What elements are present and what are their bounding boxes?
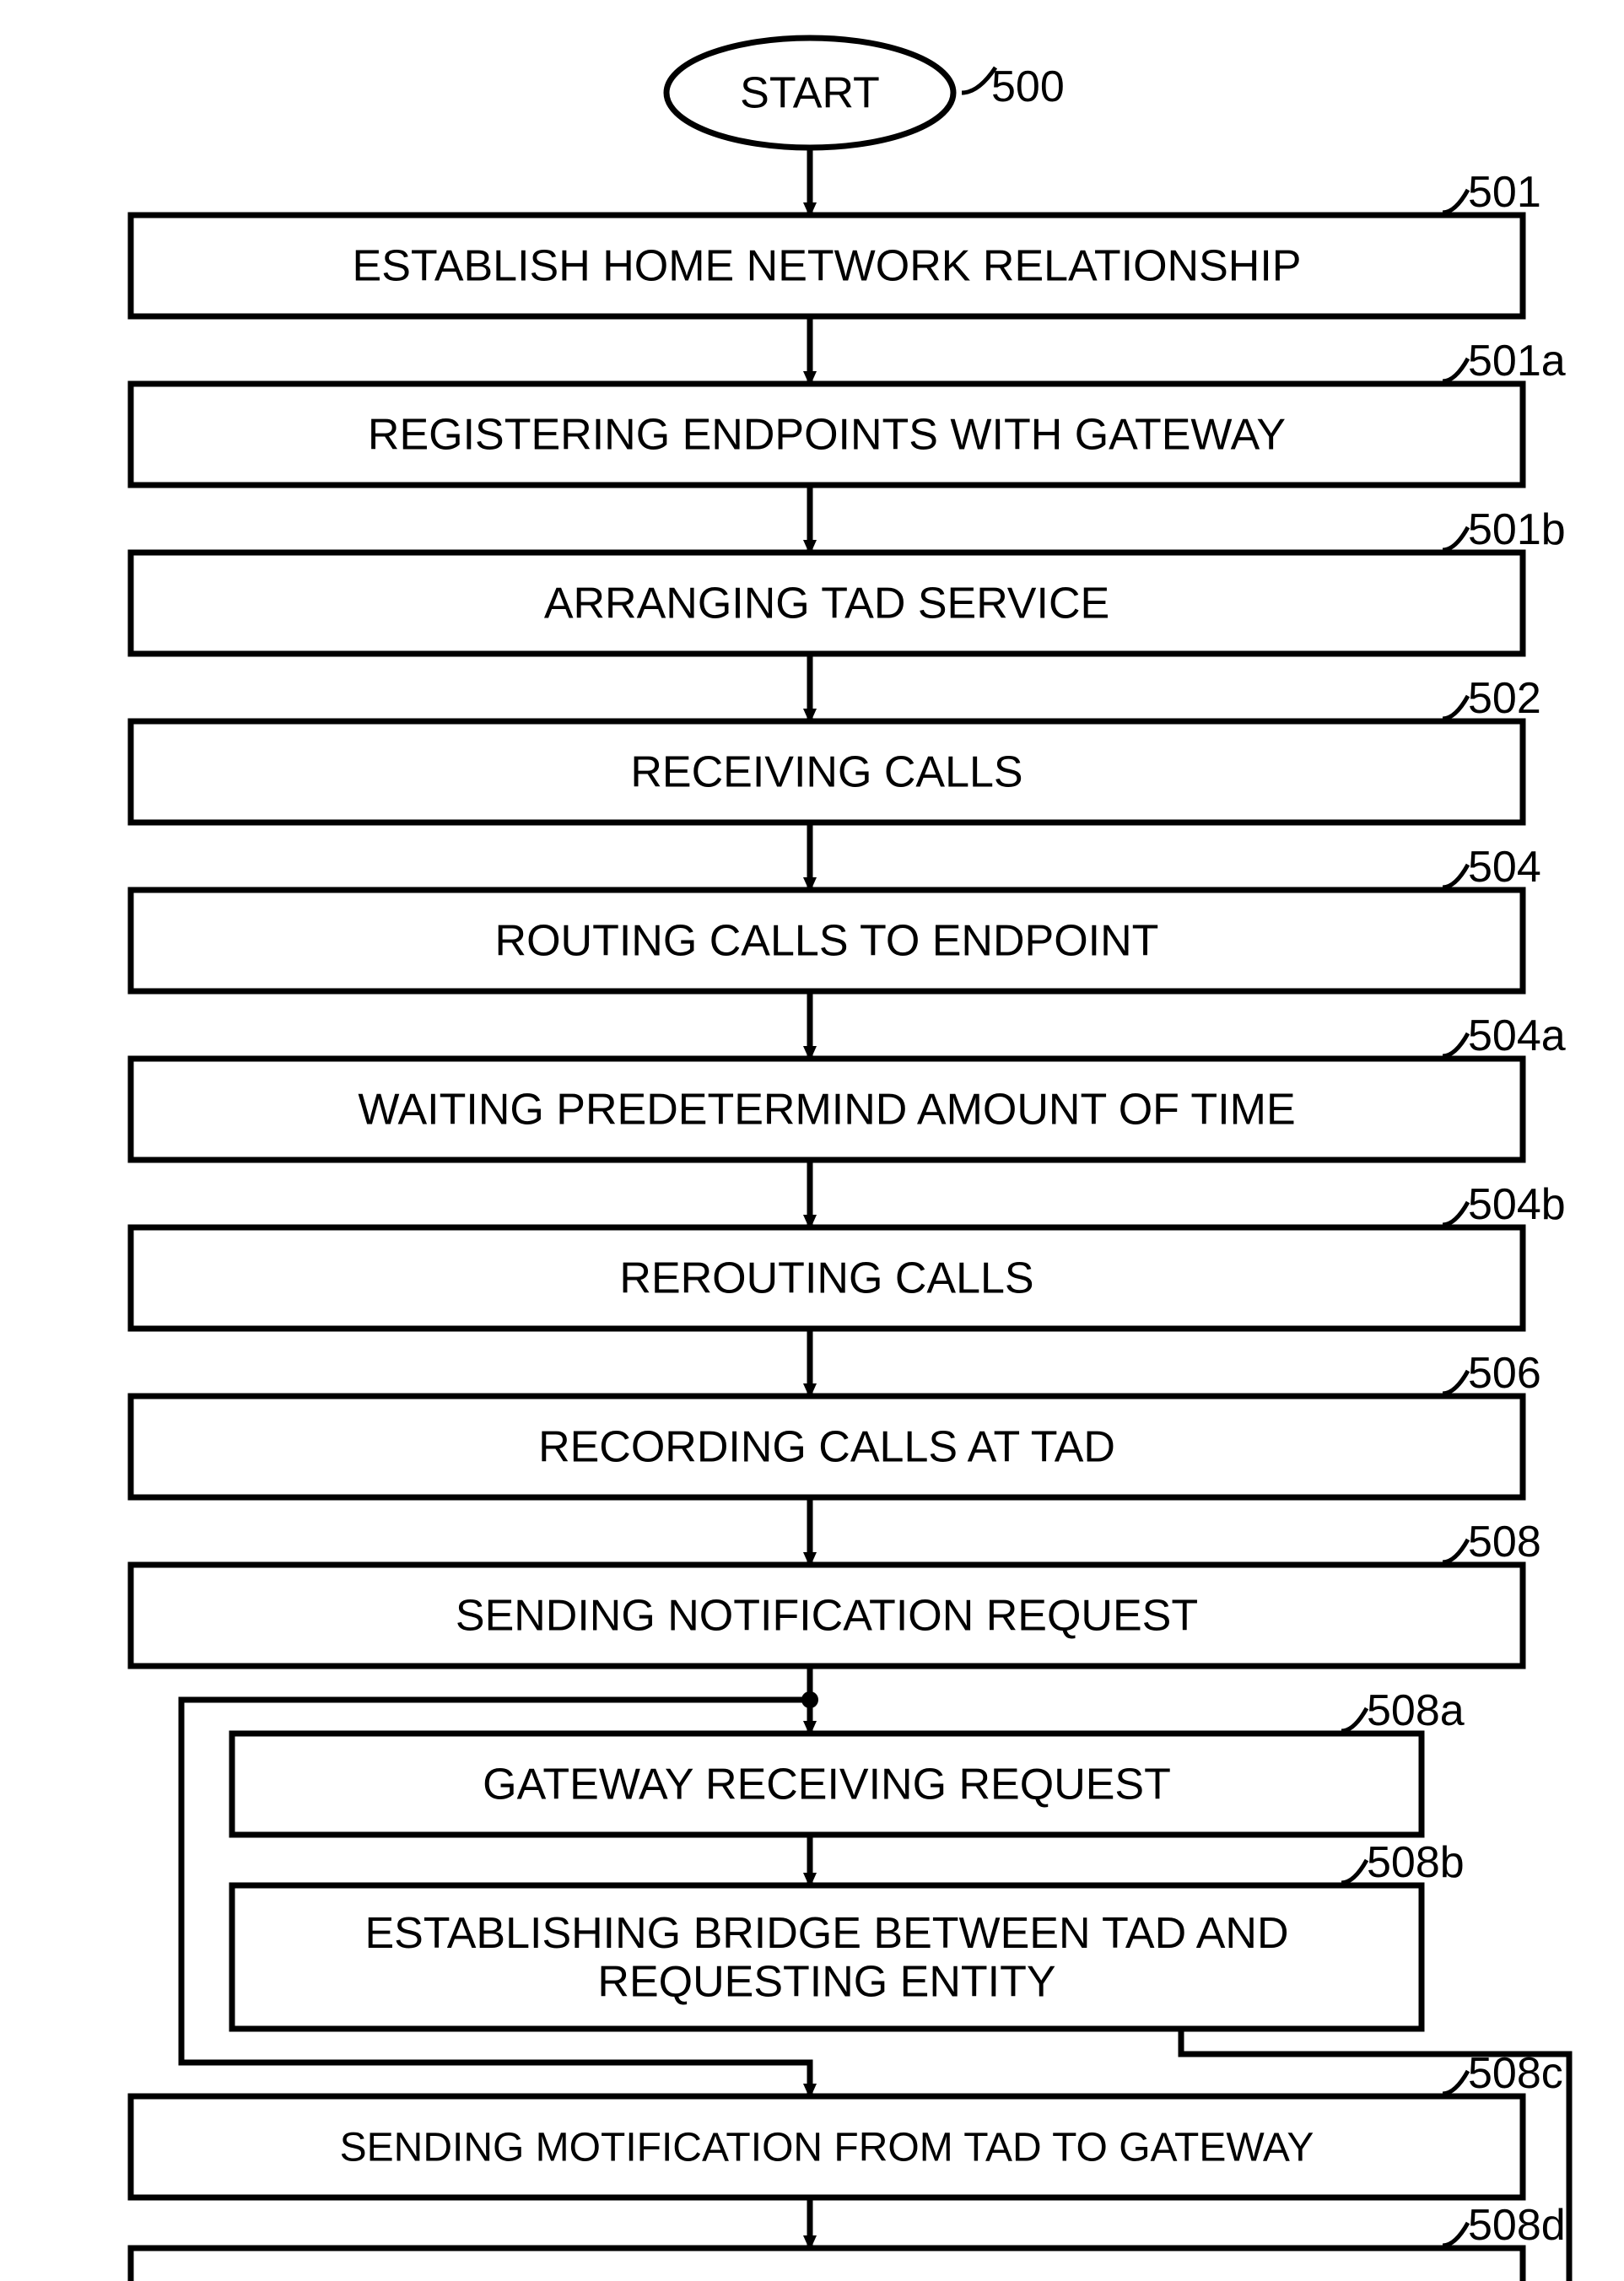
flow-step-text: REQUESTING ENTITY	[597, 1957, 1055, 2006]
flow-step-text: RECORDING CALLS AT TAD	[538, 1423, 1115, 1472]
flow-step-text: ESTABLISH HOME NETWORK RELATIONSHIP	[353, 242, 1302, 291]
ref-label: 508d	[1468, 2201, 1566, 2250]
ref-label: 508a	[1367, 1686, 1465, 1735]
ref-label: 508	[1468, 1518, 1541, 1567]
flowchart: START 500 ESTABLISH HOME NETWORK RELATIONS…	[0, 0, 1624, 2281]
ref-label: 508b	[1367, 1838, 1465, 1887]
ref-label: 504b	[1468, 1180, 1566, 1229]
ref-label: 504a	[1468, 1011, 1566, 1060]
ref-label: 500	[991, 62, 1065, 111]
start-text: START	[740, 69, 880, 118]
flow-step-text: ARRANGING TAD SERVICE	[544, 580, 1109, 628]
ref-label: 501b	[1468, 505, 1566, 554]
flow-step-text: ESTABLISHING BRIDGE BETWEEN TAD AND	[364, 1909, 1288, 1958]
flow-step-text: WAITING PREDETERMIND AMOUNT OF TIME	[358, 1086, 1295, 1135]
ref-label: 502	[1468, 674, 1541, 723]
ref-label: 506	[1468, 1349, 1541, 1398]
flow-step-text: RECEIVING CALLS	[630, 748, 1022, 797]
flow-step-text: REGISTERING ENDPOINTS WITH GATEWAY	[368, 411, 1286, 460]
ref-label: 501	[1468, 168, 1541, 217]
flow-step-text: SENDING MOTIFICATION FROM TAD TO GATEWAY	[340, 2126, 1314, 2170]
flow-step-text: REROUTING CALLS	[619, 1254, 1033, 1303]
flow-step-text: FORWARDING NOTIFICATION FROM GATEWAY	[334, 2275, 1319, 2281]
flow-step-text: ROUTING CALLS TO ENDPOINT	[495, 917, 1159, 966]
flow-step-text: GATEWAY RECEIVING REQUEST	[483, 1761, 1171, 1809]
ref-label: 501a	[1468, 337, 1566, 386]
ref-label: 504	[1468, 843, 1541, 892]
flow-step-text: SENDING NOTIFICATION REQUEST	[456, 1592, 1198, 1641]
